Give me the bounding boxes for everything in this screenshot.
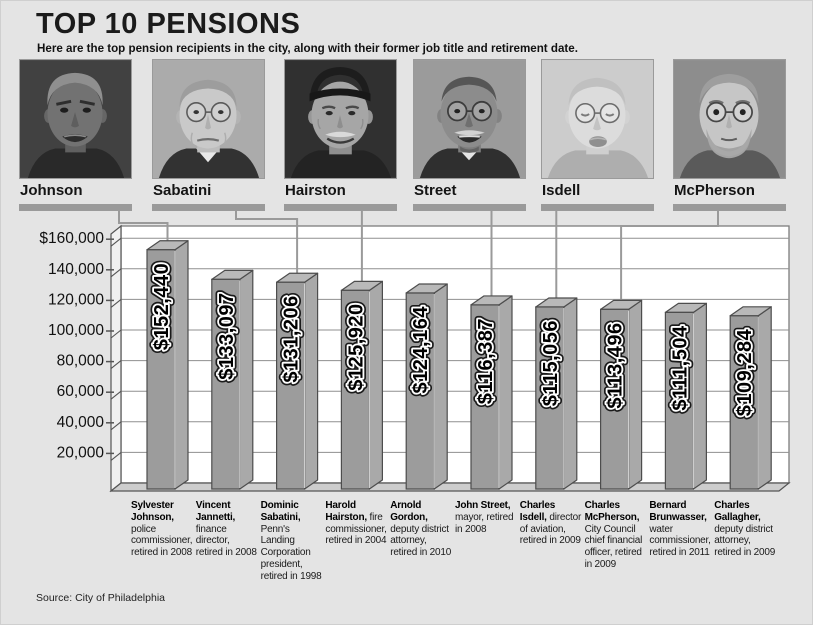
y-axis-tick: [110, 268, 122, 278]
y-axis-tick-label: 80,000: [57, 353, 105, 370]
portrait-isdell-photo: [541, 59, 654, 179]
caption-underline-bar: [152, 204, 265, 211]
bar-front-face: [664, 311, 695, 490]
y-axis-tick-label: 120,000: [48, 291, 104, 308]
bar-value-label: $115,056: [540, 320, 562, 406]
bar-value-label: $113,496: [605, 322, 627, 408]
bar-value-label: $124,164: [410, 306, 432, 394]
photo-caption-sabatini: Sabatini: [153, 182, 212, 199]
bar-side-face: [368, 280, 383, 490]
bar-value-label: $125,920: [345, 303, 367, 390]
caption-underline-bar: [413, 204, 526, 211]
bar-value-label: $124,164: [410, 306, 432, 394]
bar-front-face: [276, 281, 306, 490]
y-axis-tick-label: 140,000: [48, 261, 104, 278]
bar-value-label: $152,440: [151, 263, 173, 350]
bar-side-face: [627, 299, 643, 490]
bar-front-face: [470, 304, 500, 490]
figure-street: Street: [413, 59, 526, 211]
bar-front-face: [211, 278, 241, 490]
y-axis-tick-label: $160,000: [39, 230, 104, 247]
bar-value-label: $116,387: [475, 318, 497, 404]
figure-johnson: Johnson: [19, 59, 132, 211]
photo-caption-mcpherson: McPherson: [674, 182, 755, 199]
bar-side-face: [692, 302, 708, 490]
bar-value-label: $131,206: [281, 295, 303, 382]
caption-underline-bar: [673, 204, 786, 211]
page-subtitle: Here are the top pension recipients in t…: [37, 42, 578, 55]
photo-connector-line: [118, 211, 169, 242]
bar-value-label: $115,056: [540, 320, 562, 406]
bar-value-label: $152,440: [151, 263, 173, 350]
portrait-sabatini-photo: [152, 59, 265, 179]
portrait-street-photo: [413, 59, 526, 179]
y-axis-tick: [110, 390, 122, 400]
photo-connector-line: [235, 211, 299, 275]
y-axis-tick-label: 20,000: [57, 444, 105, 461]
bar-value-label: $125,920: [345, 303, 367, 390]
y-axis-tick-label: 40,000: [57, 414, 105, 431]
bar-value-label: $125,920: [345, 303, 367, 390]
photo-caption-street: Street: [414, 182, 457, 199]
bar-value-label: $109,284: [734, 328, 756, 416]
caption-underline-bar: [19, 204, 132, 211]
bar-value-label: $109,284: [734, 328, 756, 416]
bar-side-face: [498, 295, 513, 490]
bar-value-label: $133,097: [216, 292, 238, 379]
bar-value-label: $116,387: [475, 318, 497, 404]
y-axis-tick-label: 60,000: [57, 383, 105, 400]
y-axis-tick: [110, 421, 122, 431]
portrait-johnson-photo: [19, 59, 132, 179]
bar-front-face: [599, 308, 630, 490]
bar-side-face: [433, 283, 448, 490]
y-axis-tick: [110, 360, 122, 370]
page-title: TOP 10 PENSIONS: [36, 8, 301, 40]
chart-left-wall: [110, 224, 122, 493]
bar-value-label: $113,496: [605, 322, 627, 408]
y-axis-tick: [110, 451, 122, 461]
bar-value-label: $152,440: [151, 263, 173, 350]
photo-connector-line: [620, 211, 719, 302]
bar-front-face: [535, 306, 565, 490]
bar-value-label: $109,284: [734, 328, 756, 416]
bar-front-face: [146, 249, 176, 490]
caption-underline-bar: [541, 204, 654, 211]
bar-value-label: $131,206: [281, 295, 303, 382]
bar-side-face: [174, 240, 189, 490]
bar-value-label: $133,097: [216, 292, 238, 379]
y-axis-tick: [110, 329, 122, 339]
bar-value-label: $111,504: [669, 325, 691, 411]
y-axis-tick: [110, 298, 122, 308]
bar-side-face: [563, 297, 578, 490]
bar-value-label: $131,206: [281, 295, 303, 382]
bar-front-face: [405, 292, 435, 490]
bar-value-label: $111,504: [669, 325, 691, 411]
source-line: Source: City of Philadelphia: [36, 592, 165, 604]
y-axis-tick: [110, 237, 122, 247]
y-axis-tick-label: 100,000: [48, 322, 104, 339]
bar-value-label: $113,496: [605, 322, 627, 408]
figure-isdell: Isdell: [541, 59, 654, 211]
bar-side-face: [304, 272, 319, 490]
photo-caption-hairston: Hairston: [285, 182, 346, 199]
bar-front-face: [340, 289, 370, 490]
photo-caption-isdell: Isdell: [542, 182, 581, 199]
photo-caption-johnson: Johnson: [20, 182, 83, 199]
bar-value-label: $111,504: [669, 325, 691, 411]
caption-underline-bar: [284, 204, 397, 211]
bar-value-label: $116,387: [475, 318, 497, 404]
bar-side-face: [757, 306, 772, 490]
bar-side-face: [239, 269, 254, 490]
portrait-hairston-photo: [284, 59, 397, 179]
bar-value-label: $133,097: [216, 292, 238, 379]
figure-hairston: Hairston: [284, 59, 397, 211]
figure-sabatini: Sabatini: [152, 59, 265, 211]
bar-value-label: $115,056: [540, 320, 562, 406]
portrait-mcpherson-photo: [673, 59, 786, 179]
figure-mcpherson: McPherson: [673, 59, 786, 211]
bar-value-label: $124,164: [410, 306, 432, 394]
